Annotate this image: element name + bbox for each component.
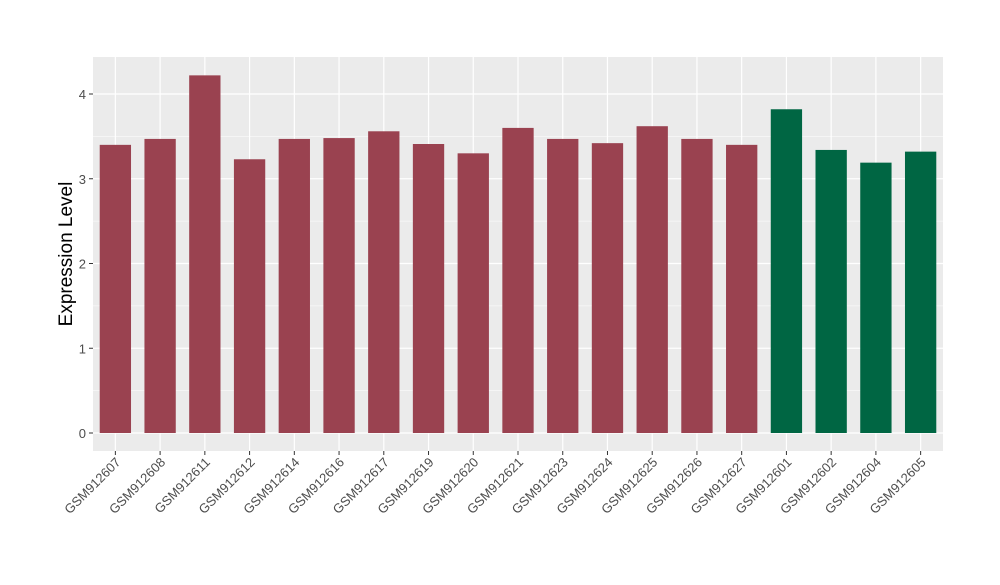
y-axis-label: Expression Level <box>56 182 77 327</box>
bar-GSM912605 <box>904 151 937 433</box>
bar-GSM912624 <box>591 143 624 433</box>
bar-GSM912607 <box>99 144 132 433</box>
bar-GSM912601 <box>770 109 803 433</box>
bar-GSM912614 <box>278 138 310 434</box>
bar-GSM912604 <box>860 162 892 433</box>
bar-GSM912621 <box>502 127 534 434</box>
y-tick-label: 4 <box>79 87 86 102</box>
bar-GSM912619 <box>412 144 445 433</box>
bar-GSM912602 <box>815 149 847 433</box>
bar-GSM912623 <box>547 138 579 434</box>
bar-GSM912626 <box>681 138 713 434</box>
bar-GSM912620 <box>457 153 489 433</box>
bar-GSM912612 <box>233 159 266 433</box>
bar-GSM912616 <box>323 138 355 433</box>
y-tick-label: 1 <box>79 341 86 356</box>
bar-GSM912627 <box>726 144 758 433</box>
bar-GSM912611 <box>189 75 221 433</box>
y-tick-label: 2 <box>79 257 86 272</box>
bar-GSM912625 <box>636 126 668 433</box>
bar-GSM912617 <box>368 131 400 434</box>
y-tick-label: 3 <box>79 172 86 187</box>
y-tick-label: 0 <box>79 426 86 441</box>
bar-GSM912608 <box>144 138 176 434</box>
